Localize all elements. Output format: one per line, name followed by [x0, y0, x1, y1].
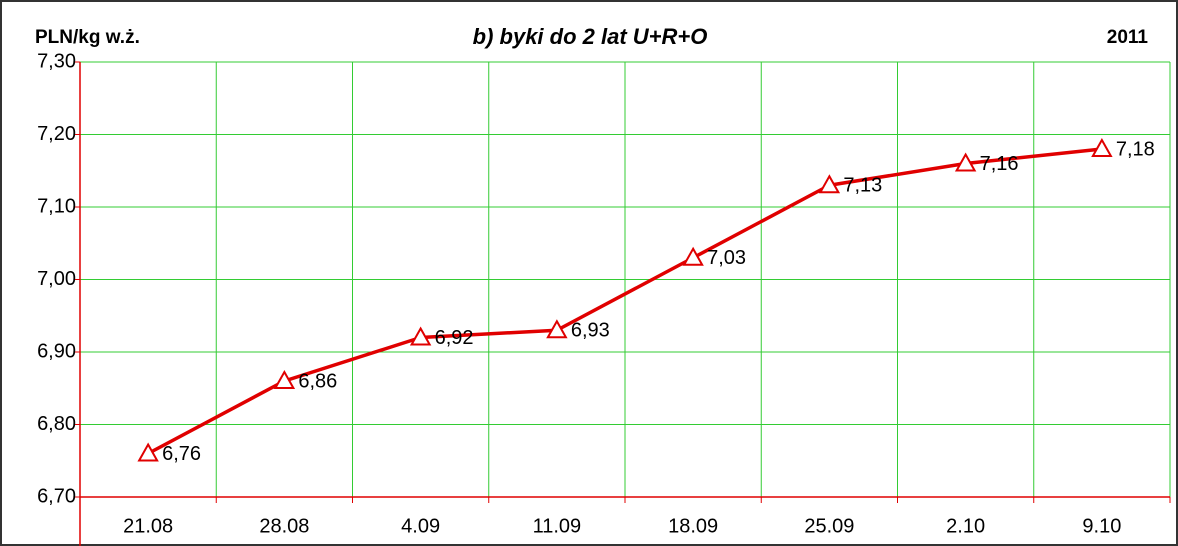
x-tick-label: 2.10	[946, 515, 985, 537]
year-label: 2011	[1107, 27, 1149, 48]
data-label: 6,93	[571, 320, 610, 342]
marker	[818, 174, 841, 194]
y-tick-label: 6,80	[37, 413, 76, 435]
data-label: 7,03	[707, 247, 746, 269]
marker	[954, 152, 977, 172]
x-tick-label: 18.09	[668, 515, 718, 537]
y-tick-label: 7,30	[37, 50, 76, 72]
y-tick-label: 7,00	[37, 268, 76, 290]
x-tick-label: 25.09	[804, 515, 854, 537]
x-tick-label: 21.08	[123, 515, 173, 537]
y-tick-label: 6,90	[37, 340, 76, 362]
data-line	[147, 147, 1103, 456]
y-tick-label: 7,20	[37, 123, 76, 145]
y-tick-label: 7,10	[37, 195, 76, 217]
y-axis-label: PLN/kg w.ż.	[35, 27, 140, 48]
data-label: 7,13	[843, 175, 882, 197]
chart-title: b) byki do 2 lat U+R+O	[473, 24, 708, 49]
marker	[546, 319, 568, 339]
data-label: 6,86	[298, 370, 337, 392]
x-tick-label: 28.08	[259, 515, 309, 537]
y-tick-label: 6,70	[37, 485, 76, 507]
marker	[137, 442, 159, 462]
marker	[409, 326, 432, 346]
x-tick-label: 9.10	[1082, 515, 1121, 537]
marker	[1091, 137, 1113, 157]
data-label: 6,92	[435, 327, 474, 349]
marker	[273, 369, 296, 389]
marker	[682, 246, 704, 266]
data-label: 6,76	[162, 443, 201, 465]
data-label: 7,18	[1116, 138, 1155, 160]
x-tick-label: 4.09	[401, 515, 440, 537]
x-tick-label: 11.09	[533, 515, 582, 537]
data-label: 7,16	[980, 153, 1019, 175]
